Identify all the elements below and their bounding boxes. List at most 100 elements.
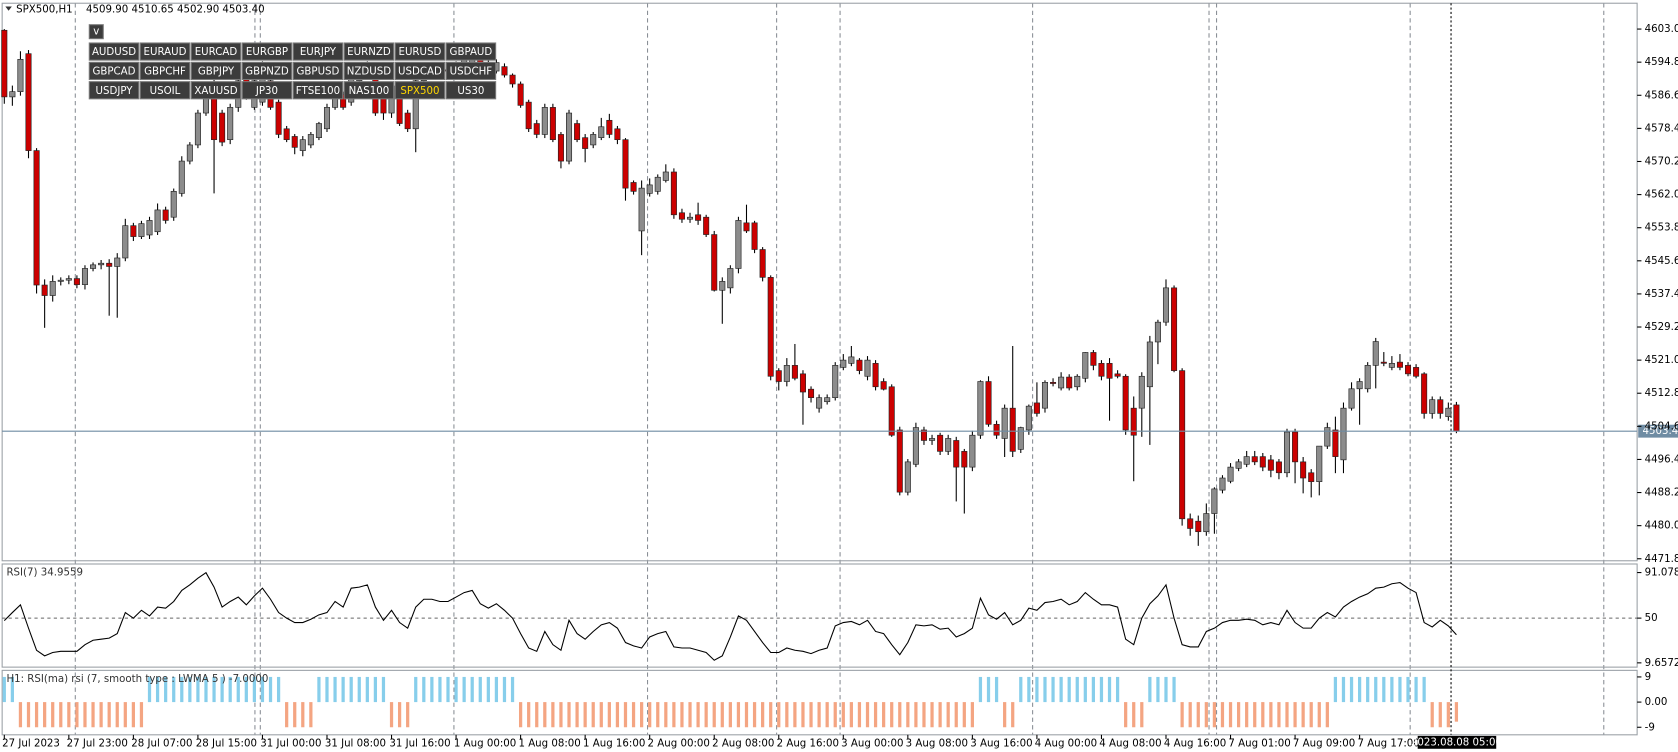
symbol-button-label[interactable]: EURJPY	[300, 47, 337, 58]
symbol-button-label[interactable]: JP30	[255, 86, 278, 97]
symbol-button[interactable]	[292, 81, 344, 100]
symbol-button[interactable]	[445, 81, 497, 100]
symbol-button[interactable]	[394, 42, 446, 61]
symbol-button-label[interactable]: NZDUSD	[347, 66, 391, 77]
signal-bar	[349, 676, 353, 703]
candle-body	[872, 363, 879, 388]
symbol-button[interactable]	[190, 81, 242, 100]
menu-triangle[interactable]	[5, 6, 12, 11]
symbol-button-label[interactable]: AUDUSD	[92, 47, 136, 58]
toggle-button[interactable]	[88, 24, 104, 40]
candle-body	[1017, 427, 1024, 450]
candle-body	[1066, 376, 1073, 389]
signal-bar	[34, 702, 39, 728]
signal-bar	[543, 702, 547, 728]
symbol-button[interactable]	[139, 61, 191, 81]
signal-bar	[1011, 702, 1015, 728]
symbol-button-label[interactable]: EURNZD	[347, 47, 391, 58]
symbol-button[interactable]	[445, 42, 497, 61]
signal-bar	[551, 702, 555, 728]
signal-bar	[107, 702, 111, 728]
symbol-button[interactable]	[241, 42, 293, 61]
y-tick-label: 4521.00	[1645, 355, 1678, 366]
candle-body	[1453, 404, 1460, 432]
candle-body	[1316, 445, 1323, 482]
symbol-button[interactable]	[241, 81, 293, 100]
symbol-button-label[interactable]: GBPCAD	[92, 66, 135, 77]
signal-bar	[494, 676, 499, 703]
symbol-button-label[interactable]: XAUUSD	[194, 86, 237, 97]
symbol-button[interactable]	[88, 81, 140, 100]
symbol-button-label[interactable]: GBPNZD	[245, 66, 289, 77]
signal-bar	[83, 702, 87, 728]
symbol-button-label[interactable]: USOIL	[150, 86, 181, 97]
symbol-button-label[interactable]: USDJPY	[96, 86, 134, 97]
candle-body	[912, 427, 919, 465]
symbol-button-label[interactable]: GBPCHF	[144, 66, 186, 77]
signal-bar	[785, 702, 789, 728]
symbol-button[interactable]	[343, 42, 395, 61]
candle-body	[985, 381, 992, 425]
symbol-button-label[interactable]: FTSE100	[296, 86, 340, 97]
symbol-button[interactable]	[394, 81, 446, 100]
candle-body	[146, 220, 153, 236]
x-tick-label: 28 Jul 15:00	[196, 738, 257, 749]
signal-bar	[99, 702, 103, 728]
candle-body	[856, 359, 863, 371]
y-tick-label: 9	[1645, 672, 1652, 683]
x-tick-label: 7 Aug 01:00	[1228, 738, 1290, 749]
symbol-button[interactable]	[88, 61, 140, 81]
signal-bar	[672, 702, 676, 728]
period-separators	[74, 3, 1605, 735]
signal-bar	[365, 676, 369, 703]
candle-body	[1235, 461, 1242, 469]
signal-bar	[841, 702, 845, 728]
toggle-button-label[interactable]: v	[93, 27, 99, 38]
signal-bar	[1285, 702, 1289, 728]
symbol-button-label[interactable]: SPX500	[400, 86, 439, 97]
symbol-button[interactable]	[190, 61, 242, 81]
symbol-button-label[interactable]: GBPUSD	[297, 66, 340, 77]
candle-body	[799, 373, 806, 393]
symbol-button[interactable]	[139, 81, 191, 100]
signal-bar	[204, 676, 208, 703]
symbol-button[interactable]	[241, 61, 293, 81]
signal-bar	[1357, 676, 1362, 703]
symbol-button[interactable]	[343, 81, 395, 100]
symbol-button[interactable]	[292, 61, 344, 81]
symbol-button[interactable]	[292, 42, 344, 61]
candle-body	[1090, 352, 1097, 366]
symbol-button-label[interactable]: GBPJPY	[198, 66, 235, 77]
y-tick-label: 9.6572	[1645, 658, 1678, 669]
symbol-button-label[interactable]: EURCAD	[195, 47, 238, 58]
candle-body	[17, 59, 24, 92]
x-tick-label: 27 Jul 2023	[2, 738, 60, 749]
symbol-button-label[interactable]: GBPAUD	[450, 47, 493, 58]
signal-bar	[1083, 676, 1087, 703]
candle-body	[170, 191, 177, 218]
symbol-button-label[interactable]: EURAUD	[144, 47, 187, 58]
signal-bar	[1003, 702, 1007, 728]
symbol-button[interactable]	[190, 42, 242, 61]
candle-body	[1114, 373, 1121, 377]
candle-body	[73, 278, 80, 285]
symbol-button-label[interactable]: NAS100	[349, 86, 390, 97]
symbol-button[interactable]	[139, 42, 191, 61]
signal-bar	[317, 676, 321, 703]
signal-bar	[591, 702, 595, 728]
signal-bar	[1027, 676, 1031, 703]
symbol-button-label[interactable]: USDCAD	[398, 66, 442, 77]
symbol-button[interactable]	[445, 61, 497, 81]
crosshair-time-box	[1417, 735, 1497, 749]
symbol-button-label[interactable]: EURUSD	[399, 47, 442, 58]
symbol-button-label[interactable]: USDCHF	[450, 66, 493, 77]
symbol-button-label[interactable]: EURGBP	[246, 47, 288, 58]
symbol-button[interactable]	[394, 61, 446, 81]
symbol-button[interactable]	[343, 61, 395, 81]
ohlc-label: 4509.90 4510.65 4502.90 4503.40	[86, 5, 265, 16]
symbol-button-label[interactable]: US30	[457, 86, 484, 97]
signal-bar	[1204, 702, 1208, 728]
symbol-button[interactable]	[88, 42, 140, 61]
candle-body	[751, 222, 758, 250]
